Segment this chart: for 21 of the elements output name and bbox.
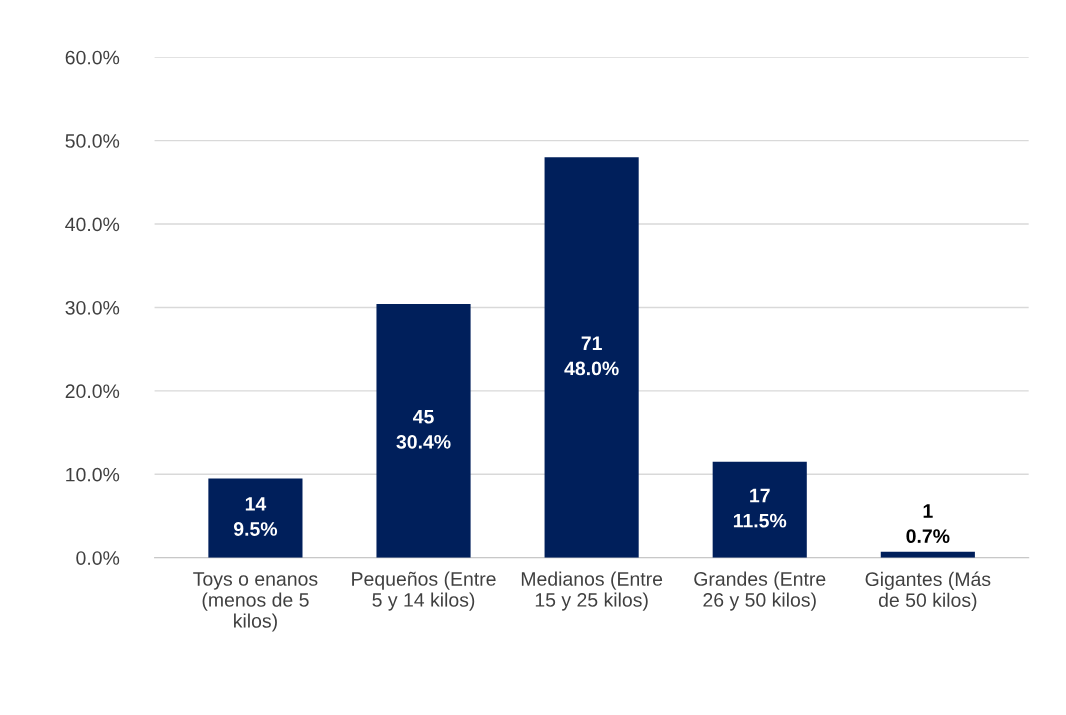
y-tick-label: 30.0%	[65, 300, 120, 315]
x-tick-label: Grandes (Entre 26 y 50 kilos)	[694, 571, 826, 611]
bar	[544, 157, 639, 558]
bar	[376, 304, 471, 558]
x-tick-label: Medianos (Entre 15 y 25 kilos)	[521, 571, 663, 611]
data-label: 71 48.0%	[564, 336, 619, 376]
y-tick-label: 60.0%	[65, 50, 120, 65]
y-tick-label: 40.0%	[65, 217, 120, 232]
y-tick-label: 50.0%	[65, 134, 120, 148]
y-tick-label: 0.0%	[76, 551, 120, 565]
bar	[208, 478, 303, 558]
x-tick-label: Toys o enanos (menos de 5 kilos)	[193, 572, 318, 632]
x-tick-label: Gigantes (Más de 50 kilos)	[865, 571, 991, 611]
bar	[712, 461, 807, 558]
y-tick-label: 10.0%	[66, 467, 120, 482]
data-label: 17 11.5%	[733, 488, 787, 528]
data-label: 1 0.7%	[906, 504, 950, 544]
data-label: 14 9.5%	[233, 497, 278, 536]
y-tick-label: 20.0%	[65, 384, 120, 399]
data-label: 45 30.4%	[396, 409, 451, 449]
x-tick-label: Pequeños (Entre 5 y 14 kilos)	[352, 571, 496, 611]
